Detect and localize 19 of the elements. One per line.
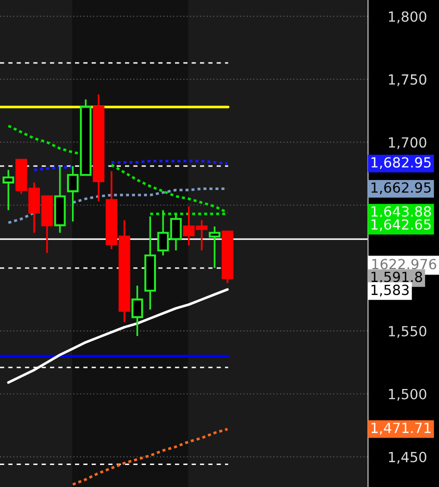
ref-line-label: 1622.976 <box>372 258 436 270</box>
candlestick <box>131 284 144 337</box>
text: 1,471.71 <box>372 422 431 435</box>
text: 1,591.8 <box>372 272 422 284</box>
y-tick-label: 1,500 <box>388 388 426 401</box>
text: 1,682.95 <box>372 157 431 170</box>
y-tick-label: 1,800 <box>388 11 426 24</box>
candlestick <box>54 165 66 234</box>
y-tick-label: 1,750 <box>388 74 426 86</box>
y-tick-label: 1,700 <box>388 137 426 150</box>
candlestick <box>92 94 104 202</box>
line-series <box>72 428 229 486</box>
text: 1,642.65 <box>372 219 431 232</box>
y-tick-label: 1,550 <box>388 326 426 338</box>
text: 1,583 <box>372 284 409 297</box>
y-tick-label: 1,450 <box>388 452 426 464</box>
text: 1,643.88 <box>372 206 431 218</box>
text: 1,662.95 <box>372 182 431 194</box>
candlestick <box>144 216 156 310</box>
